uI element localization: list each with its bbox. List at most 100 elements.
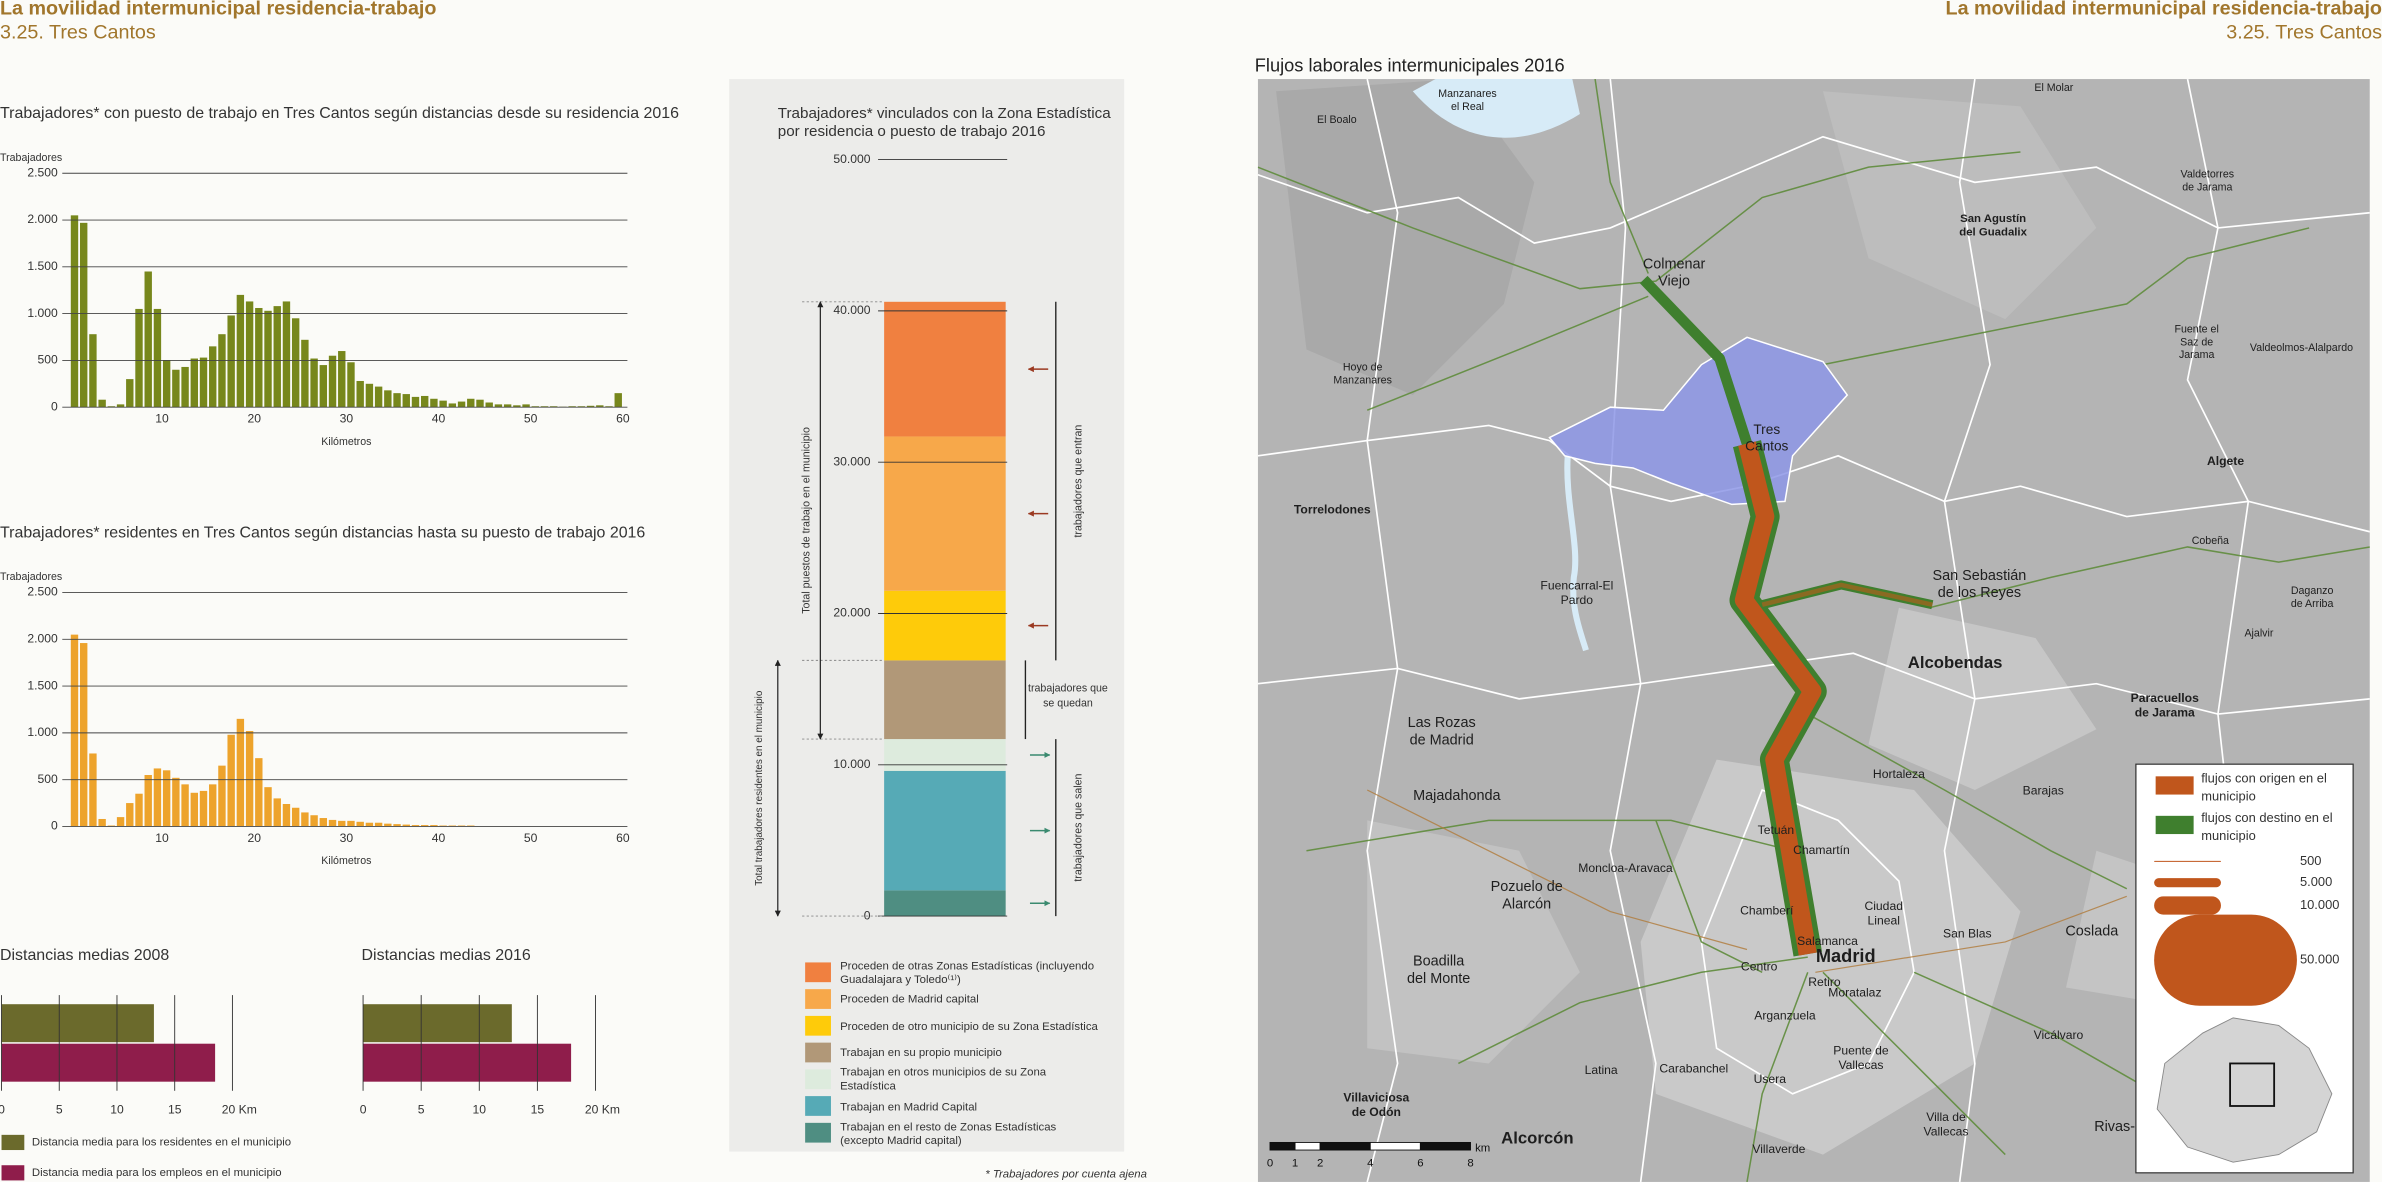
place-label-line: de Jarama	[2182, 181, 2232, 193]
place-label: Arganzuela	[1754, 1009, 1816, 1023]
x-tick-label: 15	[168, 1103, 182, 1117]
bar	[347, 362, 355, 408]
x-tick-label: 10	[155, 831, 169, 845]
annotation-box: trabajadores que se quedan	[1028, 683, 1108, 709]
x-tick-label: 60	[616, 831, 630, 845]
place-label-line: Madrid	[1816, 946, 1876, 966]
x-tick-label: 30	[340, 412, 354, 426]
place-label-line: Alcobendas	[1908, 653, 2003, 672]
place-label: San Blas	[1943, 927, 1992, 941]
legend-swatch	[2155, 776, 2194, 795]
bar	[467, 825, 475, 827]
bar	[421, 395, 429, 408]
place-label: Villa de Vallecas	[1924, 1110, 1969, 1139]
place-label-line: Moratalaz	[1828, 986, 1881, 1000]
size-key-label: 50.000	[2300, 952, 2339, 967]
bar	[227, 734, 235, 827]
place-label-line: Cobeña	[2192, 535, 2229, 547]
size-key	[2154, 860, 2221, 862]
place-label-line: Coslada	[2065, 923, 2119, 939]
bar	[199, 790, 208, 827]
place-label-line: Barajas	[2023, 784, 2064, 798]
bar	[550, 406, 558, 408]
x-tick-label: 20	[247, 831, 261, 845]
bar	[319, 818, 328, 827]
bar-segment	[884, 660, 1006, 740]
place-label-line: Boadilla	[1413, 953, 1465, 969]
bar	[568, 406, 576, 408]
place-label-line: Vicálvaro	[2034, 1028, 2084, 1042]
legend-label-box: Proceden de otras Zonas Estadísticas (in…	[840, 959, 1094, 986]
bar	[181, 366, 189, 408]
x-tick-label: 10	[473, 1103, 487, 1117]
annotation: Total puestos de trabajo en el municipio	[800, 427, 812, 614]
place-label-line: de Arriba	[2291, 598, 2334, 610]
page-title: La movilidad intermunicipal residencia-t…	[0, 0, 436, 19]
legend-swatch	[805, 989, 831, 1009]
place-label: Fuencarral-El Pardo	[1540, 579, 1613, 608]
bar	[218, 334, 226, 408]
bar	[291, 807, 300, 827]
bar	[1, 1043, 216, 1082]
bar	[264, 310, 272, 408]
place-label-line: Jarama	[2179, 349, 2215, 361]
place-label: Colmenar Viejo	[1643, 256, 1706, 289]
scale-segment	[1294, 1141, 1321, 1151]
bar	[135, 793, 143, 827]
bar	[421, 825, 429, 827]
x-axis-label: Kilómetros	[321, 436, 371, 448]
bar	[457, 401, 466, 408]
size-key-label: 10.000	[2300, 897, 2339, 912]
place-label: Villaviciosa de Odón	[1343, 1091, 1409, 1120]
bar	[596, 405, 604, 408]
legend-label: Trabajan en Madrid Capital	[840, 1099, 978, 1113]
y-tick-label: 500	[37, 772, 58, 786]
size-key	[2154, 878, 2221, 888]
x-tick-label: 10	[155, 412, 169, 426]
bar	[365, 383, 374, 408]
place-label-line: San Blas	[1943, 927, 1992, 941]
legend-label: flujos con destino en el municipio	[2201, 809, 2333, 844]
place-label-line: Lineal	[1868, 914, 1900, 928]
bar	[162, 770, 171, 827]
place-label-line: Fuencarral-El	[1540, 579, 1613, 593]
bar	[199, 357, 208, 408]
y-tick-label: 2.500	[27, 585, 58, 599]
scale-label: 1	[1292, 1158, 1298, 1170]
place-label: Las Rozas de Madrid	[1408, 715, 1476, 748]
inset-frame	[2229, 1062, 2276, 1107]
legend-swatch	[805, 1042, 831, 1063]
place-label: Rivas-	[2094, 1119, 2135, 1135]
bar	[98, 399, 106, 408]
flow-origin	[1734, 441, 1822, 956]
size-key	[2154, 914, 2297, 1006]
bar-segment	[884, 301, 1006, 437]
bar	[384, 823, 392, 827]
x-tick-label: 60	[616, 412, 630, 426]
annotation: trabajadores que entran	[1072, 425, 1084, 538]
legend-swatch	[805, 1015, 831, 1036]
bar	[1, 1004, 154, 1043]
place-label-line: Vallecas	[1838, 1058, 1883, 1072]
bar	[310, 358, 318, 408]
bar	[374, 822, 383, 827]
place-label-line: Chamberí	[1740, 904, 1794, 918]
place-label: Boadilla del Monte	[1407, 953, 1470, 986]
y-tick-label: 0	[51, 819, 58, 833]
legend-label-box: Trabajan en Madrid Capital	[840, 1099, 978, 1113]
bar	[301, 339, 309, 408]
legend-swatch	[1, 1134, 25, 1151]
bar	[328, 355, 337, 408]
bar	[513, 405, 521, 408]
place-label-line: Manzanares	[1438, 88, 1496, 100]
place-label-line: Centro	[1741, 960, 1778, 974]
place-label: Alcobendas	[1908, 653, 2003, 672]
legend-label: Proceden de Madrid capital	[840, 992, 979, 1006]
place-label: El Boalo	[1317, 114, 1357, 126]
place-label-line: Manzanares	[1333, 374, 1391, 386]
place-label-line: San Agustín	[1960, 213, 2026, 225]
place-label-line: Moncloa-Aravaca	[1578, 861, 1673, 875]
x-tick-label: 5	[418, 1103, 425, 1117]
chart-title: Trabajadores* con puesto de trabajo en T…	[0, 105, 679, 122]
place-label-line: Algete	[2207, 454, 2244, 468]
